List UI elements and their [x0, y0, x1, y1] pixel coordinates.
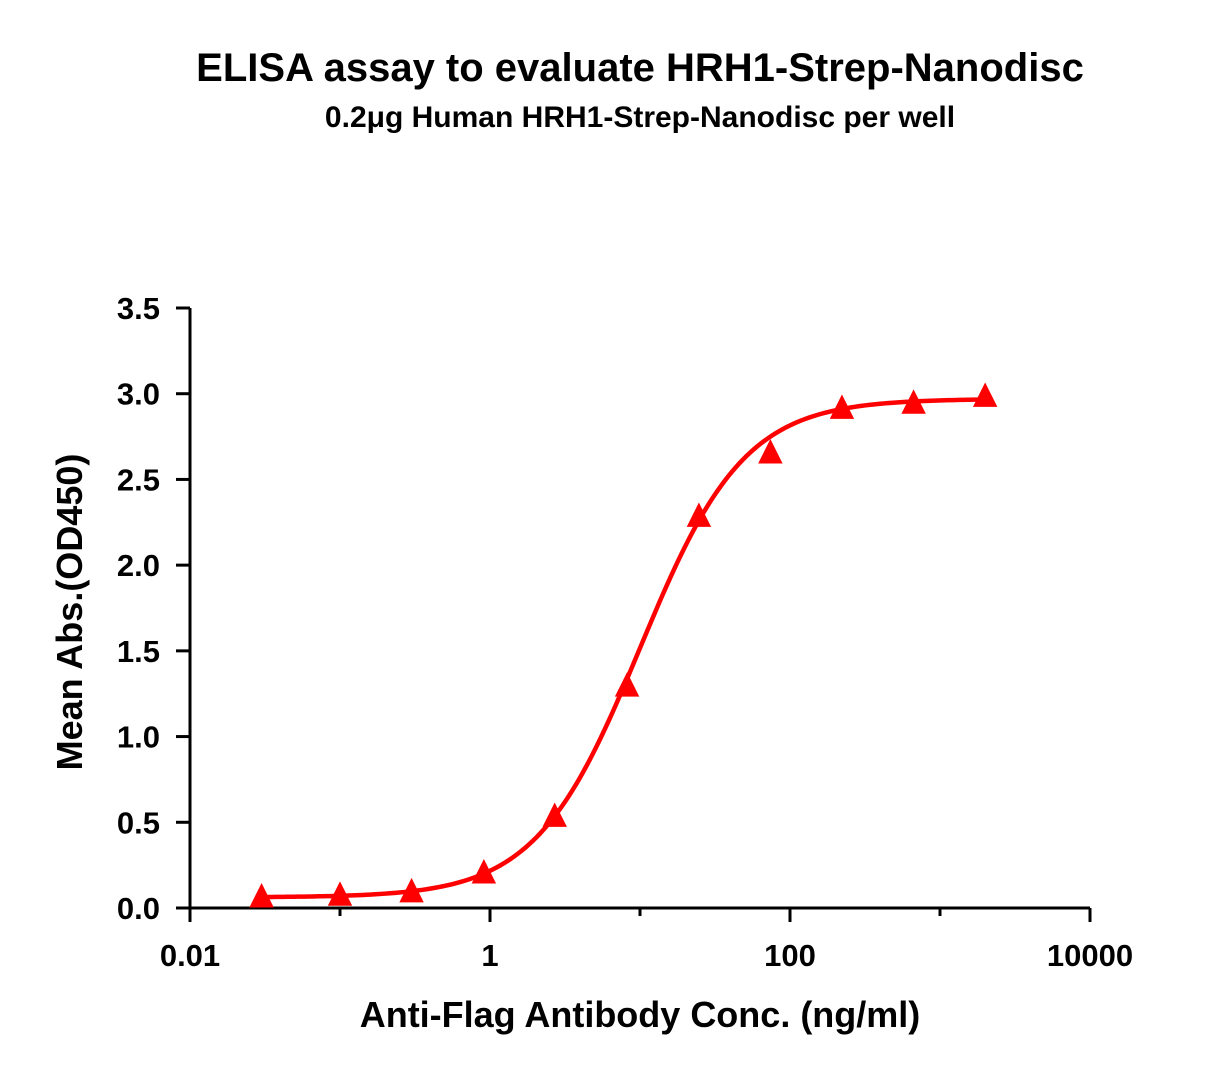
data-point — [327, 881, 353, 906]
data-point — [758, 439, 783, 464]
fit-curve — [261, 397, 986, 900]
data-point — [972, 382, 998, 407]
y-tick-label: 3.0 — [117, 377, 160, 412]
y-tick-label: 0.5 — [117, 805, 160, 840]
data-point — [829, 394, 855, 419]
y-tick-label: 2.5 — [117, 462, 160, 497]
data-point — [249, 883, 274, 908]
data-point — [901, 389, 926, 414]
data-point — [399, 877, 424, 903]
y-tick-label: 0.0 — [117, 891, 160, 926]
x-tick-label: 0.01 — [160, 938, 220, 973]
x-tick-label: 1 — [481, 938, 498, 973]
y-tick-label: 2.0 — [117, 548, 160, 583]
y-tick-label: 3.5 — [117, 291, 160, 326]
data-point — [542, 802, 567, 827]
data-point — [471, 859, 497, 884]
data-points-layer — [249, 382, 998, 908]
chart-subtitle: 0.2μg Human HRH1-Strep-Nanodisc per well — [324, 101, 956, 134]
chart-title: ELISA assay to evaluate HRH1-Strep-Nanod… — [196, 46, 1084, 90]
y-tick-label: 1.0 — [117, 720, 160, 755]
x-tick-label: 10000 — [1047, 938, 1133, 973]
data-point — [686, 502, 712, 527]
data-point — [614, 672, 640, 697]
y-tick-label: 1.5 — [117, 634, 160, 669]
y-axis-title: Mean Abs.(OD450) — [49, 454, 90, 771]
axes: 0.0 0.5 1.0 1.5 2.0 2.5 3.0 3.5 0.01 1 100 10000 — [117, 291, 1133, 973]
x-axis-title: Anti-Flag Antibody Conc. (ng/ml) — [360, 994, 921, 1035]
x-tick-label: 100 — [764, 938, 816, 973]
fit-curve-layer — [261, 397, 986, 900]
